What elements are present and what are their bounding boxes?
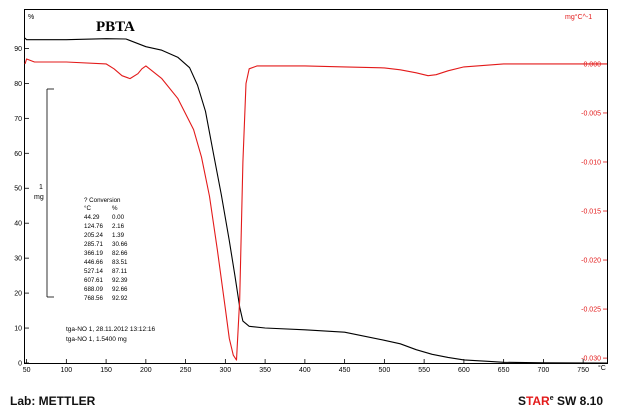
conversion-temp: 205.24 <box>84 232 103 239</box>
y-right-tick-label: -0.015 <box>581 209 601 216</box>
conversion-pct: 92.39 <box>112 277 128 284</box>
y-left-tick-label: 40 <box>14 221 22 228</box>
conversion-pct: 82.66 <box>112 250 128 257</box>
mg-scale-bar: 1 mg <box>34 88 54 298</box>
conversion-temp: 527.14 <box>84 268 103 275</box>
x-tick-label: 50 <box>23 367 31 374</box>
x-tick-label: 350 <box>259 367 271 374</box>
y-right-tick-label: -0.005 <box>581 110 601 117</box>
x-tick-label: 400 <box>299 367 311 374</box>
x-tick-label: 700 <box>538 367 550 374</box>
x-tick-label: 500 <box>379 367 391 374</box>
y-left-tick-label: 10 <box>14 326 22 333</box>
conversion-temp: 44.29 <box>84 214 100 221</box>
y-left-tick-label: 0 <box>18 361 22 368</box>
x-tick-label: 650 <box>498 367 510 374</box>
y-right-axis-label: mg°C^-1 <box>565 13 592 21</box>
sample-info-line: tga-NO 1, 1.5400 mg <box>66 336 127 343</box>
conversion-title: ? Conversion <box>84 197 121 204</box>
y-right-tick-label: 0.000 <box>583 61 601 68</box>
conversion-temp: 768.56 <box>84 295 103 302</box>
conversion-pct: 92.66 <box>112 286 128 293</box>
y-left-tick-label: 30 <box>14 256 22 263</box>
conversion-pct: 83.51 <box>112 259 128 266</box>
conversion-pct: 1.39 <box>112 232 125 239</box>
conversion-pct: 30.66 <box>112 241 128 248</box>
y-left-tick-label: 90 <box>14 46 22 53</box>
sample-info: tga-NO 1, 28.11.2012 13:12:16 tga-NO 1, … <box>66 326 156 343</box>
x-tick-label: 450 <box>339 367 351 374</box>
conversion-header-pct: % <box>112 205 118 212</box>
y-right-tick-label: -0.010 <box>581 159 601 166</box>
lab-label: Lab: METTLER <box>10 394 96 408</box>
y-left-tick-label: 60 <box>14 151 22 158</box>
conversion-header-temp: °C <box>84 205 91 212</box>
star-s: S <box>517 394 526 408</box>
scale-bar-unit: mg <box>34 194 44 201</box>
conversion-temp: 285.71 <box>84 241 103 248</box>
plot-frame <box>24 9 608 364</box>
x-tick-label: 100 <box>61 367 73 374</box>
x-tick-label: 600 <box>458 367 470 374</box>
conversion-pct: 92.92 <box>112 295 128 302</box>
conversion-pct: 0.00 <box>112 214 125 221</box>
y-right-tick-label: -0.020 <box>581 258 601 265</box>
registered-mark: e <box>549 395 554 402</box>
sample-info-line: tga-NO 1, 28.11.2012 13:12:16 <box>66 326 156 333</box>
y-right-tick-label: -0.030 <box>581 356 601 363</box>
conversion-pct: 2.16 <box>112 223 125 230</box>
conversion-temp: 366.19 <box>84 250 103 257</box>
tga-mass-curve <box>24 37 608 364</box>
conversion-temp: 607.61 <box>84 277 103 284</box>
chart-title: PBTA <box>96 19 135 35</box>
dtg-derivative-curve <box>24 58 607 361</box>
y-left-tick-label: 50 <box>14 186 22 193</box>
x-tick-label: 300 <box>220 367 232 374</box>
x-tick-label: 550 <box>418 367 430 374</box>
x-tick-label: 200 <box>140 367 152 374</box>
conversion-temp: 124.76 <box>84 223 103 230</box>
y-left-axis-label: % <box>28 14 34 21</box>
y-left-tick-label: 80 <box>14 81 22 88</box>
y-left-tick-label: 70 <box>14 116 22 123</box>
y-left-tick-label: 20 <box>14 291 22 298</box>
x-tick-label: 250 <box>180 367 192 374</box>
x-axis-label: °C <box>598 364 606 372</box>
scale-bar-value: 1 <box>39 184 43 191</box>
conversion-temp: 446.66 <box>84 259 103 266</box>
conversion-table: ? Conversion °C % 44.29 0.00 124.76 2.16… <box>84 197 128 302</box>
software-version-label: STARe SW 8.10 <box>518 394 603 408</box>
x-tick-label: 750 <box>577 367 589 374</box>
y-right-tick-label: -0.025 <box>581 307 601 314</box>
star-tar: TAR <box>525 394 550 408</box>
software-version: SW 8.10 <box>553 394 603 408</box>
x-tick-label: 150 <box>100 367 112 374</box>
conversion-pct: 87.11 <box>112 268 128 275</box>
conversion-temp: 688.09 <box>84 286 103 293</box>
